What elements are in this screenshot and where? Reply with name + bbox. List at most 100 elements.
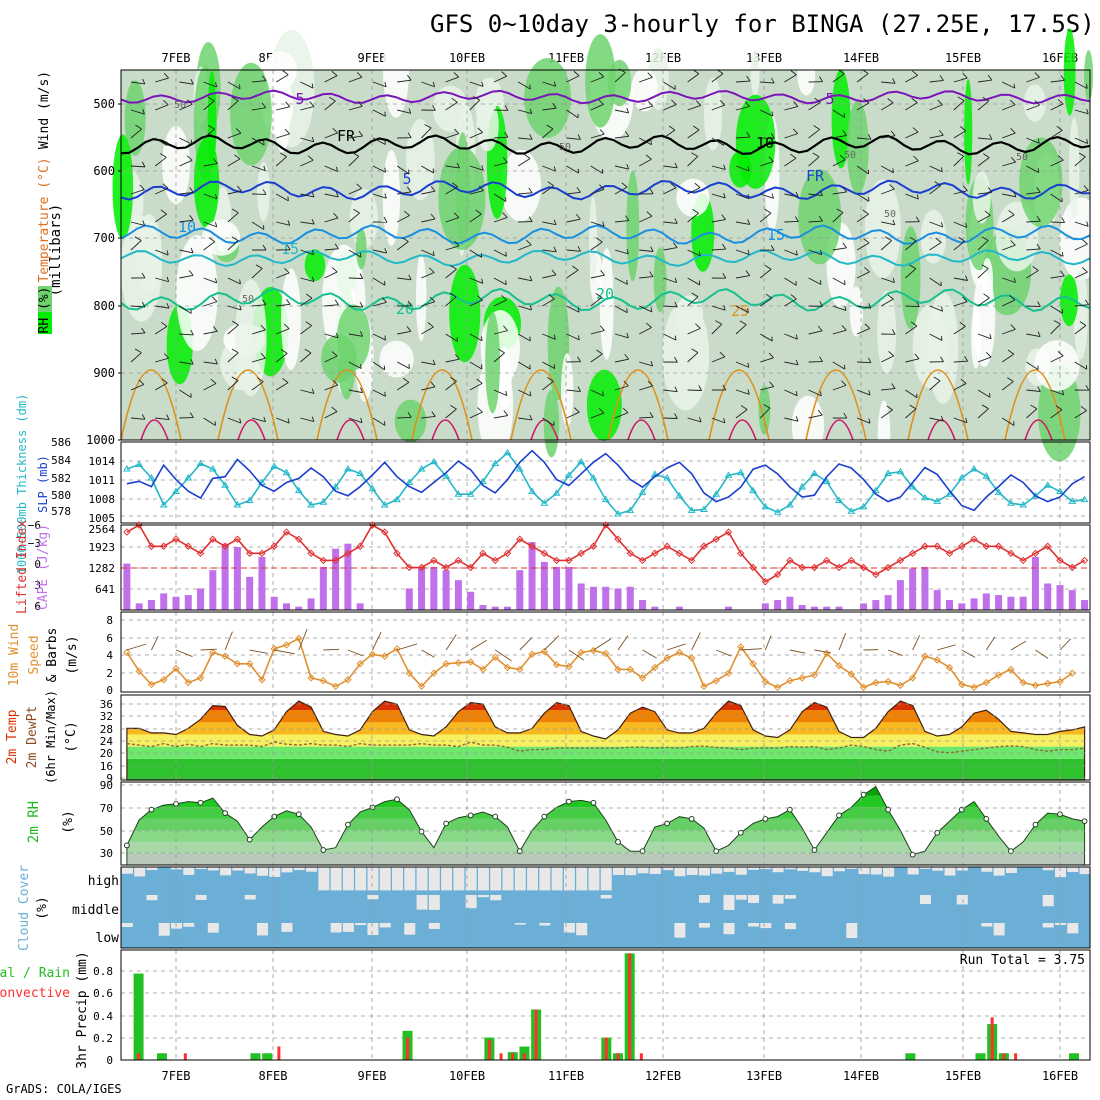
cloud-gap <box>367 895 379 900</box>
wind-barb <box>832 361 846 370</box>
wind-barb <box>275 156 287 167</box>
wind-barb <box>348 155 360 167</box>
thickness-point <box>503 448 512 456</box>
wind-barb <box>324 411 338 419</box>
wind-barb-flag <box>190 79 194 85</box>
rh-blob <box>589 196 598 283</box>
wind-barb-flag <box>1013 277 1016 283</box>
wind-barb <box>1050 103 1064 111</box>
rh2m-point <box>394 796 400 803</box>
wind-barb <box>711 219 726 223</box>
isotherm-30 <box>431 419 460 441</box>
cloud-gap <box>698 895 710 903</box>
wind-barb <box>759 268 772 279</box>
thickness-point <box>614 510 622 517</box>
wind-barb <box>760 161 774 167</box>
wind-barb <box>179 192 194 195</box>
wind-barb <box>740 648 762 651</box>
cloud-gap <box>686 867 698 875</box>
precip-conv-bar <box>628 953 632 1060</box>
cloud-gap <box>588 867 600 891</box>
cloud-gap <box>514 923 526 925</box>
rh-blob <box>900 226 921 330</box>
rh-blob <box>877 290 897 374</box>
rh-blob <box>176 235 218 352</box>
rh-blob <box>912 304 949 389</box>
wind-barb <box>469 213 482 223</box>
lifted-index-point <box>565 556 573 565</box>
wind-barb-flag <box>432 359 436 365</box>
wind-barb-flag <box>407 74 412 81</box>
wind-barb <box>687 352 699 363</box>
lifted-index-point <box>356 542 364 550</box>
rh-legend-swatch-dark <box>38 312 52 334</box>
wind-barb <box>1001 417 1015 426</box>
cape-bar <box>761 603 769 610</box>
wind-barb <box>639 215 653 223</box>
isotherm-25 <box>411 369 473 441</box>
wind-barb-flag <box>208 124 215 130</box>
wind-barb <box>639 249 654 252</box>
lifted-index-point <box>982 542 991 550</box>
wind-barb <box>1010 640 1027 651</box>
wind-barb-flag <box>451 97 458 103</box>
cloud-gap <box>392 867 403 891</box>
thickness-point <box>380 501 389 508</box>
wind-barb <box>372 417 386 426</box>
cloud-gap <box>698 923 710 928</box>
cape-bar <box>332 548 340 610</box>
wind-barb-flag <box>311 191 315 198</box>
wind-speed-point <box>184 678 192 687</box>
wind-barb-flag <box>286 299 291 305</box>
thickness-point <box>233 501 242 508</box>
wind-barb-flag <box>962 73 968 79</box>
wind-barb <box>493 217 508 223</box>
wind-barb-flag <box>263 416 266 422</box>
rh2m-band <box>126 807 1085 819</box>
wind-barb-flag <box>356 183 362 189</box>
wind-barb-flag <box>190 359 194 365</box>
wind-barb <box>953 77 968 83</box>
wind-speed-point <box>172 664 180 673</box>
li-tick: −6 <box>28 519 41 532</box>
thickness-point <box>749 486 757 494</box>
cape-bar <box>970 598 978 610</box>
wind-barb <box>711 323 723 335</box>
wind-barb <box>445 634 457 651</box>
wind-speed-point <box>675 648 684 657</box>
cloud-gap <box>944 867 956 876</box>
wind-barb <box>275 382 289 391</box>
wind-barb <box>203 81 217 88</box>
wind-barb-flag <box>989 134 993 140</box>
cape-bar <box>921 566 929 610</box>
wind-barb-flag <box>384 193 387 199</box>
pressure-tick: 900 <box>93 366 115 380</box>
wind-barb <box>687 104 701 111</box>
wind-barb <box>324 271 338 279</box>
wind-barb <box>251 80 266 83</box>
thickness-tick: 582 <box>51 472 71 485</box>
wind-barb <box>856 271 870 279</box>
lifted-index-point <box>958 542 966 550</box>
wind-barb-flag <box>503 410 509 416</box>
wind-barb-flag <box>430 213 436 220</box>
wind-barb <box>445 296 457 307</box>
rh-contour-label: 50 <box>844 150 856 161</box>
lifted-index-point <box>712 535 720 543</box>
wind-barb <box>832 212 844 223</box>
wind-barb <box>784 298 797 307</box>
wind-barb <box>445 217 460 223</box>
cape-tick: 1923 <box>89 541 116 554</box>
wind-barb-flag <box>674 301 678 308</box>
wind-barb-flag <box>384 247 388 254</box>
pressure-tick: 500 <box>93 97 115 111</box>
wind-barb-flag <box>529 414 533 421</box>
wind-barb-flag <box>188 270 194 276</box>
thickness-point <box>601 495 610 503</box>
rh2m-point <box>737 829 744 836</box>
lifted-index-point <box>516 535 524 543</box>
wind-barb <box>348 135 363 139</box>
rh-blob <box>349 188 379 249</box>
wind-barb <box>518 192 533 195</box>
temp-tick: 32 <box>100 710 113 723</box>
